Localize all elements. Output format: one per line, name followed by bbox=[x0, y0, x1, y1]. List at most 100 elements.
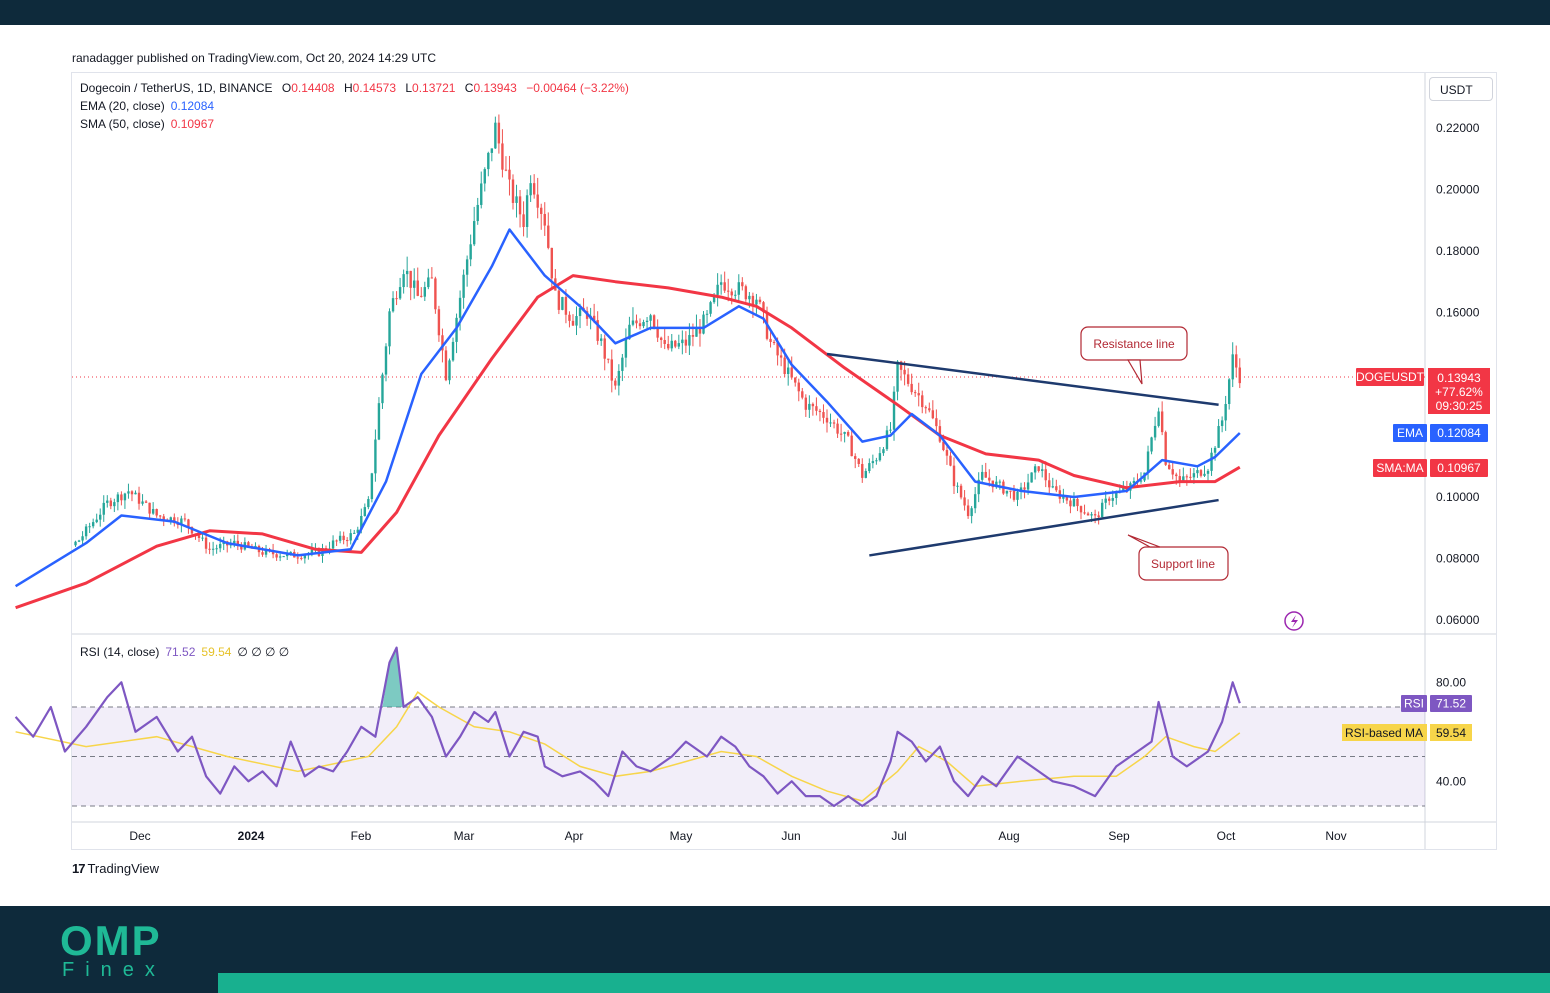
rsi-value-badge-text: 71.52 bbox=[1436, 697, 1466, 711]
x-tick-label: Jun bbox=[781, 829, 800, 843]
high-value: 0.14573 bbox=[352, 81, 397, 95]
candle-body bbox=[652, 315, 656, 328]
candle-body bbox=[1217, 426, 1220, 448]
candle-body bbox=[628, 324, 631, 340]
candle-body bbox=[99, 514, 102, 520]
candle-body bbox=[476, 204, 479, 222]
candle-body bbox=[409, 270, 412, 288]
symbol-name: Dogecoin / TetherUS, 1D, BINANCE bbox=[80, 81, 273, 95]
candle-body bbox=[758, 299, 762, 303]
candle-body bbox=[592, 315, 596, 321]
candle-body bbox=[635, 320, 638, 324]
candle-body bbox=[575, 316, 578, 326]
candle-body bbox=[501, 143, 504, 170]
candle-body bbox=[370, 473, 374, 500]
candle-body bbox=[360, 515, 363, 530]
candle-body bbox=[571, 320, 575, 326]
candle-body bbox=[698, 327, 702, 334]
candle-body bbox=[959, 485, 963, 498]
candle-body bbox=[600, 338, 603, 341]
candle-body bbox=[1153, 425, 1157, 438]
candle-body bbox=[1168, 464, 1171, 470]
candle-body bbox=[1111, 498, 1114, 501]
candle-body bbox=[892, 391, 896, 430]
candle-body bbox=[917, 393, 920, 396]
candle-body bbox=[846, 432, 850, 436]
candle-body bbox=[141, 501, 144, 504]
candle-body bbox=[681, 339, 684, 344]
candle-body bbox=[1146, 451, 1150, 473]
candle-body bbox=[801, 391, 804, 398]
candle-body bbox=[1055, 486, 1058, 491]
candle-body bbox=[1150, 437, 1153, 452]
candle-body bbox=[1090, 514, 1093, 516]
candle-body bbox=[511, 179, 515, 203]
candle-body bbox=[91, 522, 95, 527]
candle-body bbox=[1199, 470, 1203, 476]
candle-body bbox=[1171, 469, 1174, 475]
candle-body bbox=[349, 533, 352, 541]
candle-body bbox=[1016, 491, 1019, 500]
currency-selector[interactable]: USDT bbox=[1429, 77, 1493, 101]
candle-body bbox=[148, 502, 151, 514]
candle-body bbox=[928, 408, 931, 411]
candle-body bbox=[861, 463, 864, 478]
candle-body bbox=[275, 554, 278, 558]
candle-body bbox=[384, 346, 388, 375]
candle-body bbox=[578, 307, 582, 317]
candle-body bbox=[208, 548, 211, 550]
rsi-legend[interactable]: RSI (14, close) 71.52 59.54 ∅ ∅ ∅ ∅ bbox=[80, 645, 289, 659]
candle-body bbox=[688, 335, 691, 346]
candle-body bbox=[794, 377, 797, 383]
candle-body bbox=[952, 465, 956, 487]
candle-body bbox=[388, 311, 391, 347]
resistance-callout-pointer bbox=[1126, 359, 1143, 385]
candle-body bbox=[1069, 500, 1072, 507]
sma-tag-bg bbox=[1373, 459, 1427, 477]
candle-body bbox=[557, 290, 561, 310]
candle-body bbox=[839, 433, 843, 435]
price-badge-price: 0.13943 bbox=[1437, 371, 1481, 385]
candle-body bbox=[490, 148, 494, 153]
candle-body bbox=[772, 341, 776, 343]
footer-accent-bar bbox=[218, 973, 1550, 993]
candle-body bbox=[1097, 515, 1100, 518]
ema-legend[interactable]: EMA (20, close) 0.12084 bbox=[80, 99, 214, 113]
candle-body bbox=[1160, 411, 1164, 433]
sma-legend[interactable]: SMA (50, close) 0.10967 bbox=[80, 117, 214, 131]
x-tick-label: Mar bbox=[454, 829, 475, 843]
candle-body bbox=[1072, 498, 1076, 507]
candle-body bbox=[1227, 379, 1231, 404]
candle-body bbox=[723, 282, 726, 291]
candle-body bbox=[981, 471, 984, 480]
candle-body bbox=[416, 280, 419, 296]
candle-body bbox=[568, 314, 571, 321]
candle-body bbox=[480, 183, 483, 205]
candle-body bbox=[529, 183, 532, 196]
rsi-value-badge-bg bbox=[1430, 695, 1472, 712]
support-trendline bbox=[869, 498, 1219, 557]
candle-body bbox=[903, 369, 906, 375]
candle-body bbox=[716, 284, 719, 295]
candle-body bbox=[924, 407, 927, 409]
x-tick-label: Dec bbox=[129, 829, 150, 843]
candle-body bbox=[1065, 496, 1069, 501]
y-tick-label: 0.20000 bbox=[1436, 183, 1480, 197]
candle-body bbox=[120, 494, 123, 501]
candle-body bbox=[871, 461, 875, 464]
candle-body bbox=[374, 439, 377, 474]
candle-body bbox=[1062, 496, 1065, 499]
candle-body bbox=[818, 410, 822, 413]
candle-body bbox=[1100, 502, 1104, 518]
candle-body bbox=[659, 337, 663, 341]
candle-body bbox=[1210, 452, 1213, 471]
candle-body bbox=[183, 518, 187, 520]
ema20-line bbox=[14, 228, 1241, 588]
sma-value-badge-text: 0.10967 bbox=[1437, 461, 1481, 475]
candle-body bbox=[1026, 482, 1030, 490]
candle-body bbox=[825, 417, 829, 423]
candle-body bbox=[540, 207, 543, 214]
candle-body bbox=[413, 280, 416, 288]
candle-body bbox=[201, 537, 204, 539]
candle-body bbox=[247, 542, 250, 547]
